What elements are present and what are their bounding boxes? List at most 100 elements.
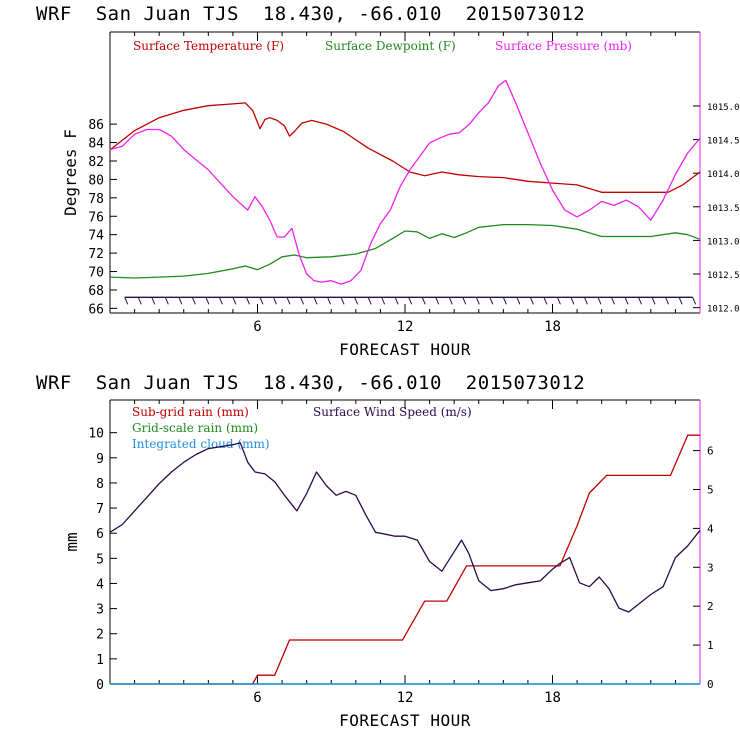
chart1-wind-barb: [462, 297, 467, 305]
chart2-y2-tick-label: 5: [707, 483, 714, 496]
chart2-y-tick-label: 4: [96, 577, 104, 592]
chart1-wind-barb: [651, 297, 656, 305]
chart2-y-tick-label: 6: [96, 527, 104, 542]
chart1-wind-barb: [597, 297, 602, 305]
bottom-chart-title: WRF San Juan TJS 18.430, -66.010 2015073…: [36, 372, 586, 394]
chart1-y2-tick-label: 1012.5: [707, 271, 740, 281]
chart1-wind-barb: [124, 297, 129, 305]
chart1-wind-barb: [394, 297, 399, 305]
chart2-y-axis-label: mm: [62, 532, 81, 551]
chart2-y2-tick-label: 1: [707, 639, 714, 652]
chart2-y-tick-label: 9: [96, 452, 104, 467]
chart1-wind-barb: [151, 297, 156, 305]
chart1-y-tick-label: 74: [88, 229, 104, 244]
chart2-y-tick-label: 1: [96, 653, 104, 668]
chart1-wind-barb: [624, 297, 629, 305]
chart1-x-tick-label: 18: [544, 319, 561, 335]
chart1-y2-tick-label: 1012.0: [707, 305, 740, 315]
chart1-y2-tick-label: 1015.0: [707, 103, 740, 113]
chart1-x-tick-label: 6: [253, 319, 261, 335]
chart2-x-tick-label: 12: [397, 690, 414, 706]
chart1-y-tick-label: 70: [88, 266, 104, 281]
chart1-wind-barb: [556, 297, 561, 305]
chart1-y2-tick-label: 1013.5: [707, 204, 740, 214]
chart1-wind-barb: [611, 297, 615, 305]
chart1-wind-barb: [421, 297, 426, 305]
chart1-x-axis-label: FORECAST HOUR: [339, 340, 471, 359]
chart1-y-tick-label: 78: [88, 192, 104, 207]
chart1-wind-barb: [178, 297, 183, 305]
chart2-y-tick-label: 10: [88, 427, 104, 442]
chart1-y-tick-label: 86: [88, 118, 104, 133]
chart1-y-axis-label: Degrees F: [61, 129, 80, 216]
chart1-y-tick-label: 80: [88, 173, 104, 188]
chart1-wind-barb: [489, 297, 494, 305]
chart1-y2-tick-label: 1014.5: [707, 137, 740, 147]
chart2-y-tick-label: 0: [96, 678, 104, 693]
chart2-y2-tick-label: 2: [707, 600, 714, 613]
chart1-series-line-2: [109, 79, 701, 285]
chart1-wind-barb: [448, 297, 453, 305]
chart1-wind-barb: [273, 297, 277, 305]
chart1-y-tick-label: 84: [88, 137, 104, 152]
chart1-wind-barb: [678, 297, 683, 305]
chart1-wind-barb: [300, 297, 304, 305]
chart1-wind-barb: [259, 297, 264, 305]
chart1-series-line-1: [109, 223, 701, 279]
chart1-wind-barb: [570, 297, 575, 305]
chart1-wind-barb: [367, 297, 372, 305]
chart1-wind-barb: [164, 297, 169, 305]
chart2-y2-tick-label: 3: [707, 561, 714, 574]
chart2-x-tick-label: 18: [544, 690, 561, 706]
chart2-y-tick-label: 3: [96, 603, 104, 618]
chart2-y-tick-label: 7: [96, 502, 104, 517]
chart1-wind-barb: [543, 297, 548, 305]
chart1-wind-barb: [340, 297, 345, 305]
chart1-legend-entry: Surface Dewpoint (F): [325, 39, 456, 53]
chart1-wind-barb: [475, 297, 480, 305]
chart1-wind-barb: [354, 297, 359, 305]
chart2-y2-tick-label: 6: [707, 445, 714, 458]
chart1-wind-barb: [327, 297, 332, 305]
chart1-y-tick-label: 72: [88, 247, 104, 262]
chart1-wind-barb: [502, 297, 507, 305]
chart1-wind-barb: [408, 297, 413, 305]
chart1-wind-barb: [583, 297, 588, 305]
chart1-wind-barb: [692, 297, 697, 305]
chart2-legend-entry: Surface Wind Speed (m/s): [313, 405, 472, 419]
chart1-y2-tick-label: 1014.0: [707, 170, 740, 180]
chart1-wind-barb: [313, 297, 318, 305]
chart2-legend-entry: Grid-scale rain (mm): [132, 421, 258, 435]
chart1-wind-barb: [529, 297, 534, 305]
chart1-y2-tick-label: 1013.0: [707, 237, 740, 247]
chart2-y-tick-label: 5: [96, 552, 104, 567]
chart1-wind-barb: [245, 297, 250, 305]
chart2-legend-entry: Sub-grid rain (mm): [132, 405, 249, 419]
chart1-y-tick-label: 66: [88, 302, 104, 317]
chart1-wind-barb: [665, 297, 670, 305]
chart2-series-line-0: [110, 434, 700, 685]
chart1-wind-barb: [191, 297, 196, 305]
chart1-y-tick-label: 68: [88, 284, 104, 299]
chart2-x-axis-label: FORECAST HOUR: [339, 711, 471, 730]
top-chart-title: WRF San Juan TJS 18.430, -66.010 2015073…: [36, 3, 586, 25]
chart1-y-tick-label: 76: [88, 210, 104, 225]
chart1-wind-barb: [286, 297, 291, 305]
chart2-y-tick-label: 8: [96, 477, 104, 492]
chart1-series-line-0: [109, 102, 701, 193]
chart2-y-tick-label: 2: [96, 628, 104, 643]
chart2-y2-tick-label: 0: [707, 678, 714, 691]
chart2-y2-tick-label: 4: [707, 522, 714, 535]
chart2-legend-entry: Integrated cloud (mm): [132, 437, 270, 451]
chart1-wind-barb: [516, 297, 521, 305]
chart1-y-tick-label: 82: [88, 155, 104, 170]
chart1-wind-barb: [205, 297, 210, 305]
chart1-wind-barb: [137, 297, 142, 305]
chart2-x-tick-label: 6: [253, 690, 261, 706]
chart1-legend-entry: Surface Temperature (F): [133, 39, 284, 53]
chart1-legend-entry: Surface Pressure (mb): [495, 39, 632, 53]
chart1-wind-barb: [381, 297, 386, 305]
chart1-wind-barb: [435, 297, 440, 305]
chart1-wind-barb: [218, 297, 223, 305]
